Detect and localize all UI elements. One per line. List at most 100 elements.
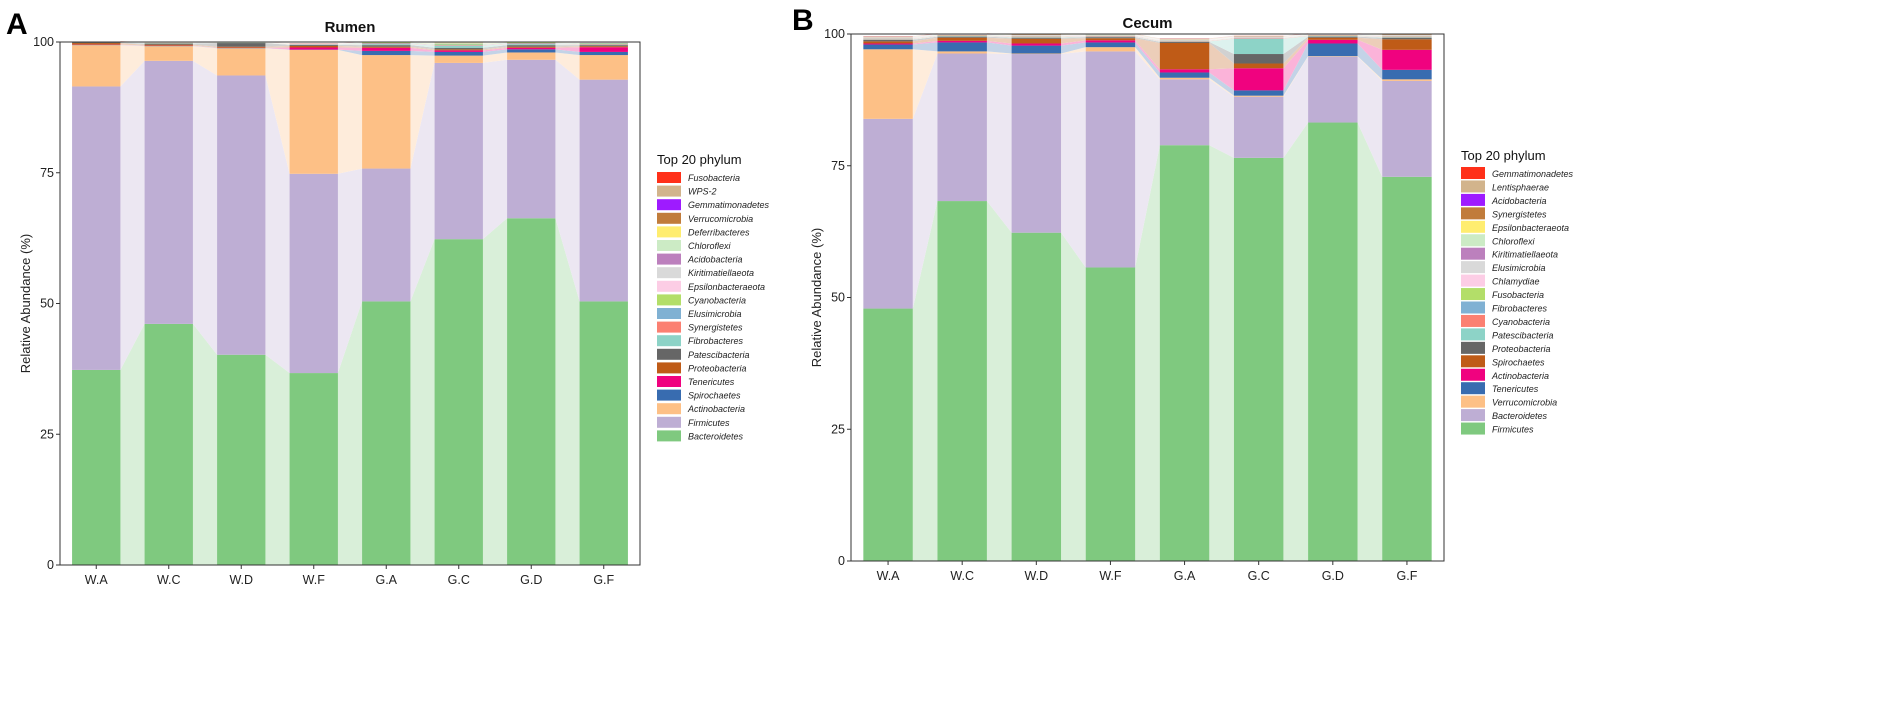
legend-swatch <box>1461 301 1485 314</box>
flow-chlamydiae-6 <box>1357 34 1383 37</box>
legend-swatch <box>1461 314 1485 327</box>
x-tick-label: W.C <box>157 573 181 587</box>
flow-patescibacteria-2 <box>265 43 290 47</box>
legend-label: Chlamydiae <box>1492 277 1540 287</box>
bar-g.f-bacteroidetes <box>579 301 628 565</box>
legend-label: Bacteroidetes <box>1492 411 1548 421</box>
bar-w.a-cyanobacteria <box>863 38 913 40</box>
chart-title: Rumen <box>325 19 376 36</box>
x-tick-label: G.C <box>1248 569 1270 583</box>
legend-swatch <box>1461 341 1485 354</box>
flow-firmicutes-2 <box>1061 232 1086 561</box>
flow-cyanobacteria-3 <box>337 42 363 45</box>
flow-proteobacteria-0 <box>912 36 938 42</box>
x-tick-label: G.A <box>375 573 397 587</box>
bar-g.a-patescibacteria <box>1159 41 1210 42</box>
legend-title: Top 20 phylum <box>657 152 742 167</box>
flow-fibrobacteres-0 <box>120 42 145 44</box>
bar-w.d-cyanobacteria <box>1011 36 1062 38</box>
flow-bacteroidetes-4 <box>1209 79 1234 158</box>
bar-g.a-synergistetes <box>362 43 411 45</box>
flow-bacteroidetes-1 <box>192 323 218 565</box>
legend-label: Cyanobacteria <box>688 295 746 305</box>
bar-w.c-proteobacteria <box>937 36 987 38</box>
flow-cyanobacteria-5 <box>1283 35 1309 39</box>
bar-w.c-proteobacteria <box>144 44 193 46</box>
bar-g.d-bacteroidetes <box>1308 56 1358 123</box>
bar-g.d-tenericutes <box>1308 43 1358 57</box>
legend-label: Epsilonbacteraeota <box>1492 223 1569 233</box>
flow-cyanobacteria-2 <box>1061 36 1086 38</box>
bar-g.c-patescibacteria <box>1233 38 1284 55</box>
flow-actinobacteria-0 <box>912 40 938 45</box>
flow-kiritimatiellaeota-3 <box>1135 34 1160 40</box>
flow-chlamydiae-5 <box>1283 34 1309 38</box>
bar-g.d-spirochaetes <box>1308 37 1358 40</box>
legend-label: Proteobacteria <box>1492 344 1551 354</box>
flow-acidobacteria-5 <box>482 42 508 44</box>
flow-fusobacteria-5 <box>1283 35 1309 38</box>
bar-g.d-synergistetes <box>507 43 556 45</box>
x-tick-label: W.A <box>877 569 901 583</box>
y-tick-label: 75 <box>40 166 54 180</box>
x-tick-label: W.F <box>303 573 326 587</box>
legend-label: Epsilonbacteraeota <box>688 282 765 292</box>
legend-label: Tenericutes <box>1492 384 1539 394</box>
flow-spirochaetes-6 <box>555 49 580 56</box>
bar-g.f-bacteroidetes <box>1382 80 1432 177</box>
bar-g.d-cyanobacteria <box>507 42 556 44</box>
flow-patescibacteria-0 <box>120 42 145 45</box>
flow-acidobacteria-2 <box>265 42 290 45</box>
bar-g.c-spirochaetes <box>434 51 483 56</box>
flow-fibrobacteres-1 <box>986 35 1012 37</box>
flow-patescibacteria-4 <box>410 45 435 50</box>
legend-swatch <box>1461 220 1485 233</box>
bar-w.c-patescibacteria <box>144 43 193 45</box>
flow-fibrobacteres-3 <box>1135 35 1160 41</box>
legend-swatch <box>1461 395 1485 408</box>
flow-firmicutes-4 <box>1209 145 1234 561</box>
flow-synergistetes-2 <box>265 42 290 45</box>
flow-actinobacteria-1 <box>986 40 1012 46</box>
flow-epsilonbacteraeota-4 <box>410 42 435 44</box>
bar-segments <box>863 34 1432 561</box>
flow-spirochaetes-4 <box>1209 42 1234 70</box>
flow-verrucomicrobia-6 <box>1357 56 1383 81</box>
bar-w.f-tenericutes <box>289 47 338 50</box>
flow-tenericutes-5 <box>482 47 508 52</box>
flow-spirochaetes-2 <box>265 48 290 50</box>
flow-elusimicrobia-2 <box>265 42 290 45</box>
bar-w.d-spirochaetes <box>1011 38 1062 44</box>
bar-g.c-bacteroidetes <box>434 239 483 565</box>
flow-patescibacteria-6 <box>1357 36 1383 38</box>
flow-verrucomicrobia-3 <box>1135 47 1160 80</box>
legend-swatch <box>657 240 681 251</box>
bar-w.a-tenericutes <box>863 44 913 50</box>
legend: Top 20 phylum Gemmatimonadetes Lentisphaer… <box>1461 148 1574 435</box>
flow-fusobacteria-4 <box>1209 37 1234 41</box>
flow-fibrobacteres-4 <box>410 44 435 48</box>
chart-title: Cecum <box>1122 15 1172 32</box>
legend-label: Acidobacteria <box>687 255 743 265</box>
bar-w.a-actinobacteria <box>72 45 121 87</box>
flow-tenericutes-0 <box>120 44 145 46</box>
legend-label: Firmicutes <box>688 418 730 428</box>
bar-g.a-bacteroidetes <box>1159 79 1210 146</box>
bar-w.f-patescibacteria <box>1085 36 1136 38</box>
flow-proteobacteria-1 <box>192 44 218 48</box>
flow-actinobacteria-4 <box>1209 68 1234 91</box>
legend-swatch <box>1461 193 1485 206</box>
flow-elusimicrobia-6 <box>1357 34 1383 36</box>
flow-cyanobacteria-6 <box>1357 35 1383 38</box>
flow-synergistetes-5 <box>1283 33 1309 37</box>
x-tick-label: W.A <box>85 573 109 587</box>
bar-w.f-verrucomicrobia <box>1085 47 1136 52</box>
bar-w.c-firmicutes <box>144 60 193 324</box>
bar-g.f-patescibacteria <box>1382 37 1432 38</box>
flow-patescibacteria-3 <box>337 44 363 47</box>
legend-swatch <box>1461 355 1485 368</box>
legend-label: Kiritimatiellaeota <box>688 268 754 278</box>
flow-proteobacteria-3 <box>1135 37 1160 43</box>
flow-fibrobacteres-0 <box>912 35 938 39</box>
